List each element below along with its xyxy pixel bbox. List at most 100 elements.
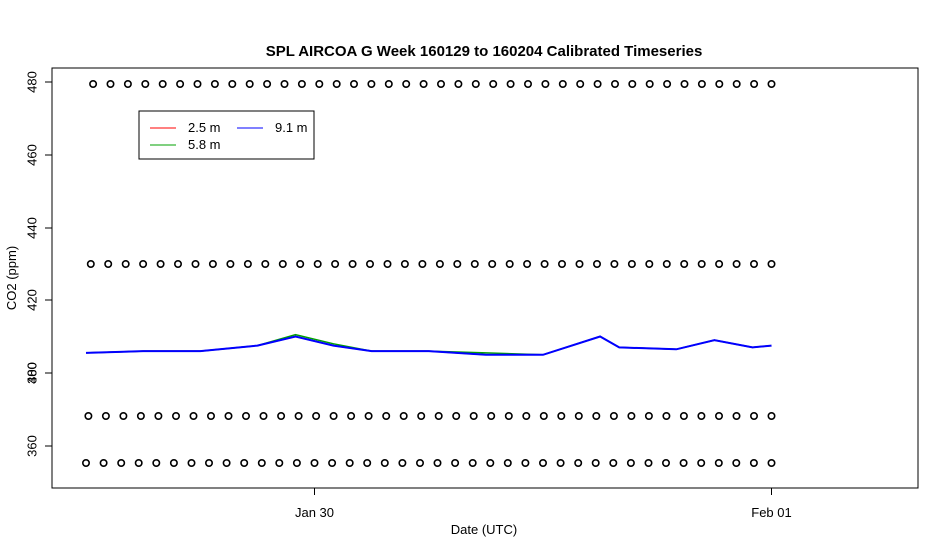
reference-point — [380, 458, 389, 467]
reference-point — [104, 259, 113, 268]
legend-label: 2.5 m — [188, 120, 221, 135]
reference-point — [750, 80, 759, 89]
reference-point — [349, 80, 358, 89]
reference-point — [257, 458, 266, 467]
reference-point — [99, 458, 108, 467]
reference-point — [117, 458, 126, 467]
reference-point — [418, 259, 427, 268]
reference-point — [415, 458, 424, 467]
reference-point — [697, 80, 706, 89]
y-tick-label: 480 — [24, 71, 39, 93]
reference-point — [609, 458, 618, 467]
reference-point — [453, 259, 462, 268]
reference-point — [626, 458, 635, 467]
legend-label: 5.8 m — [188, 137, 221, 152]
reference-point — [101, 411, 110, 420]
reference-point — [158, 80, 167, 89]
reference-point — [539, 411, 548, 420]
chart-title: SPL AIRCOA G Week 160129 to 160204 Calib… — [266, 43, 703, 60]
reference-point — [328, 458, 337, 467]
reference-point — [574, 411, 583, 420]
reference-point — [749, 259, 758, 268]
reference-point — [172, 411, 181, 420]
reference-point — [240, 458, 249, 467]
reference-point — [451, 458, 460, 467]
reference-point — [575, 259, 584, 268]
reference-point — [679, 411, 688, 420]
y-tick-label: 420 — [24, 289, 39, 311]
reference-point — [261, 259, 270, 268]
reference-points — [82, 80, 776, 467]
reference-point — [610, 259, 619, 268]
reference-point — [452, 411, 461, 420]
reference-point — [661, 458, 670, 467]
reference-point — [332, 80, 341, 89]
reference-point — [767, 411, 776, 420]
reference-point — [433, 458, 442, 467]
reference-point — [715, 259, 724, 268]
reference-point — [680, 80, 689, 89]
reference-point — [364, 411, 373, 420]
reference-point — [593, 80, 602, 89]
reference-point — [468, 458, 477, 467]
reference-point — [469, 411, 478, 420]
reference-point — [176, 80, 185, 89]
reference-point — [134, 458, 143, 467]
reference-point — [84, 411, 93, 420]
reference-point — [486, 458, 495, 467]
reference-point — [767, 259, 776, 268]
reference-point — [86, 259, 95, 268]
reference-point — [557, 411, 566, 420]
reference-point — [263, 80, 272, 89]
reference-point — [384, 80, 393, 89]
reference-point — [697, 259, 706, 268]
reference-point — [521, 458, 530, 467]
reference-point — [228, 80, 237, 89]
reference-point — [627, 259, 636, 268]
y-axis-title: CO2 (ppm) — [4, 246, 19, 310]
reference-point — [297, 80, 306, 89]
reference-point — [471, 80, 480, 89]
reference-point — [644, 458, 653, 467]
reference-point — [402, 80, 411, 89]
y-tick-label: 400 — [24, 362, 39, 384]
reference-point — [540, 259, 549, 268]
reference-point — [205, 458, 214, 467]
reference-point — [732, 80, 741, 89]
reference-point — [697, 411, 706, 420]
reference-point — [522, 411, 531, 420]
reference-point — [294, 411, 303, 420]
x-axis-title: Date (UTC) — [451, 522, 517, 537]
series-line-9-1-m — [85, 335, 772, 356]
reference-point — [662, 411, 671, 420]
reference-point — [609, 411, 618, 420]
reference-point — [489, 80, 498, 89]
reference-point — [187, 458, 196, 467]
reference-point — [277, 411, 286, 420]
reference-point — [504, 411, 513, 420]
y-tick-label: 440 — [24, 217, 39, 239]
reference-point — [224, 411, 233, 420]
reference-point — [487, 411, 496, 420]
reference-point — [767, 80, 776, 89]
reference-point — [141, 80, 150, 89]
reference-point — [645, 259, 654, 268]
reference-point — [315, 80, 324, 89]
reference-point — [136, 411, 145, 420]
reference-point — [193, 80, 202, 89]
reference-point — [399, 411, 408, 420]
reference-point — [680, 259, 689, 268]
reference-point — [523, 80, 532, 89]
reference-point — [348, 259, 357, 268]
reference-point — [174, 259, 183, 268]
reference-point — [400, 259, 409, 268]
reference-point — [278, 259, 287, 268]
reference-point — [382, 411, 391, 420]
reference-point — [363, 458, 372, 467]
reference-point — [207, 411, 216, 420]
y-tick-label: 460 — [24, 144, 39, 166]
reference-point — [470, 259, 479, 268]
reference-point — [576, 80, 585, 89]
reference-point — [226, 259, 235, 268]
